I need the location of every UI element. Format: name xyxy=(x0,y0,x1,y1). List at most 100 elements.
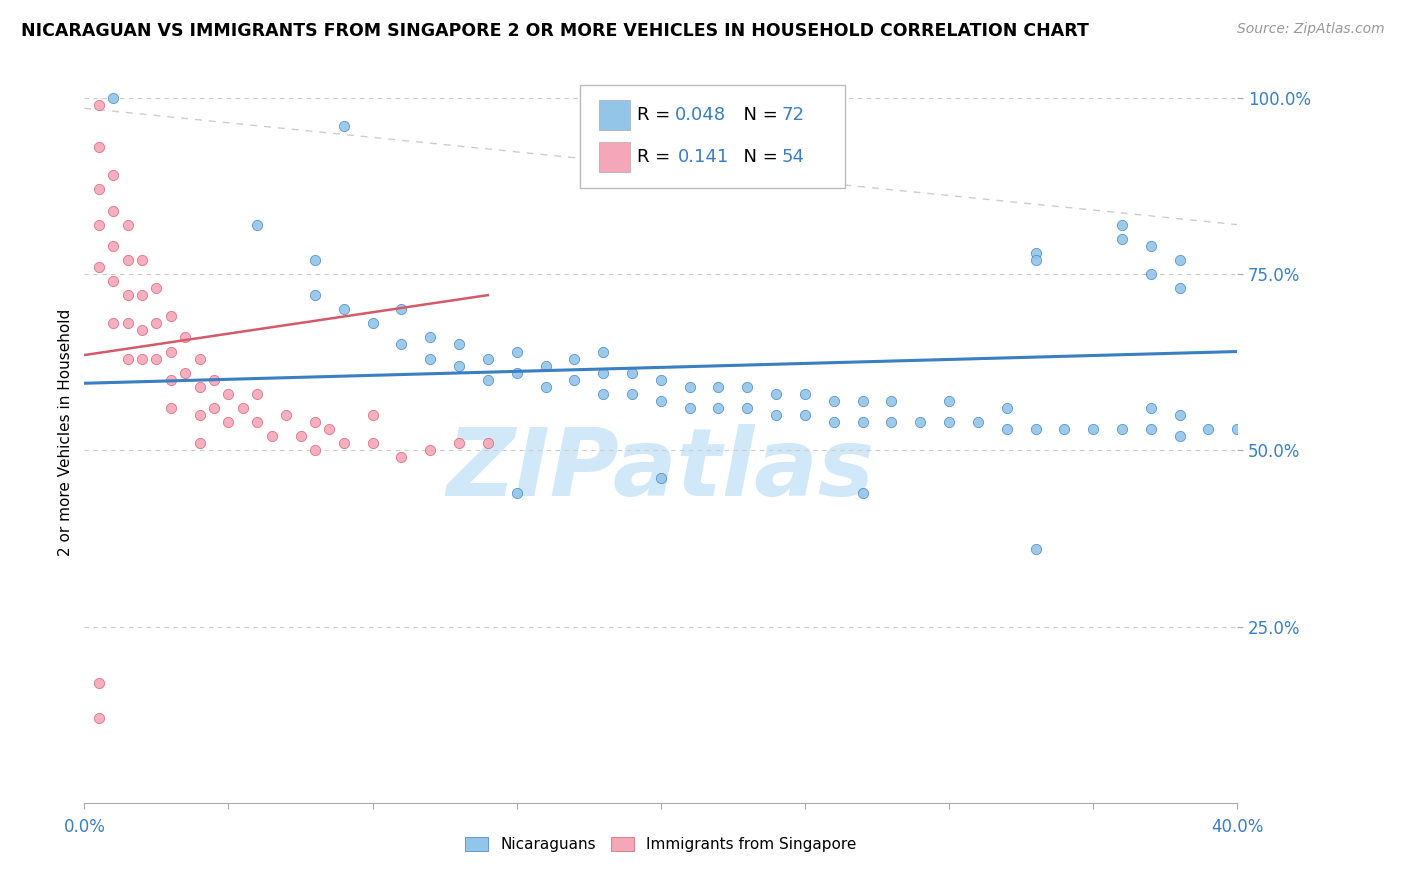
Point xyxy=(534,359,557,373)
Point xyxy=(592,387,614,401)
Point xyxy=(131,351,153,366)
Point xyxy=(202,401,225,415)
Point xyxy=(160,344,183,359)
Point xyxy=(621,366,644,380)
FancyBboxPatch shape xyxy=(599,143,630,172)
Point xyxy=(1111,422,1133,436)
Point xyxy=(506,344,529,359)
Text: 72: 72 xyxy=(782,106,804,124)
Point xyxy=(391,302,413,317)
Point xyxy=(117,351,139,366)
Point xyxy=(967,415,990,429)
Point xyxy=(304,415,326,429)
Point xyxy=(1198,422,1220,436)
Point xyxy=(304,252,326,267)
Point xyxy=(995,401,1018,415)
Point xyxy=(318,422,340,436)
Point xyxy=(823,393,845,408)
Point xyxy=(103,203,124,218)
Point xyxy=(188,380,211,394)
Text: 0.048: 0.048 xyxy=(675,106,725,124)
Point xyxy=(246,415,269,429)
Point xyxy=(145,351,167,366)
Text: R =: R = xyxy=(637,148,682,166)
Text: N =: N = xyxy=(733,148,783,166)
Point xyxy=(333,436,356,450)
Point xyxy=(333,119,356,133)
Point xyxy=(1168,429,1191,443)
Point xyxy=(1025,245,1047,260)
Point xyxy=(564,373,586,387)
Point xyxy=(276,408,298,422)
Point xyxy=(188,408,211,422)
Point xyxy=(1140,239,1163,253)
Point xyxy=(679,380,702,394)
Point xyxy=(87,218,110,232)
Text: 40.0%: 40.0% xyxy=(1211,819,1264,837)
Point xyxy=(361,436,384,450)
Point xyxy=(477,351,499,366)
Point xyxy=(188,351,211,366)
Legend: Nicaraguans, Immigrants from Singapore: Nicaraguans, Immigrants from Singapore xyxy=(458,830,863,858)
Point xyxy=(160,373,183,387)
Point xyxy=(650,373,672,387)
Text: R =: R = xyxy=(637,106,676,124)
Point xyxy=(188,436,211,450)
Point xyxy=(880,393,903,408)
Point xyxy=(1168,408,1191,422)
Point xyxy=(87,260,110,274)
Point xyxy=(707,401,730,415)
Point xyxy=(218,415,240,429)
Point xyxy=(1025,422,1047,436)
Point xyxy=(419,330,441,344)
Point xyxy=(391,337,413,351)
Point xyxy=(534,380,557,394)
Point xyxy=(910,415,932,429)
FancyBboxPatch shape xyxy=(581,85,845,188)
Point xyxy=(650,393,672,408)
Point xyxy=(765,408,787,422)
Point xyxy=(737,401,759,415)
Point xyxy=(174,330,197,344)
Point xyxy=(391,450,413,465)
Point xyxy=(117,288,139,302)
Point xyxy=(145,281,167,295)
Point xyxy=(737,380,759,394)
Point xyxy=(995,422,1018,436)
Point xyxy=(765,387,787,401)
Point xyxy=(707,380,730,394)
Point xyxy=(477,436,499,450)
Point xyxy=(1111,218,1133,232)
Point xyxy=(87,182,110,196)
Point xyxy=(131,288,153,302)
Point xyxy=(1083,422,1105,436)
Text: 54: 54 xyxy=(782,148,804,166)
Point xyxy=(880,415,903,429)
Text: ZIPatlas: ZIPatlas xyxy=(447,424,875,516)
Point xyxy=(361,316,384,330)
Point xyxy=(1111,232,1133,246)
Point xyxy=(1025,252,1047,267)
Text: Source: ZipAtlas.com: Source: ZipAtlas.com xyxy=(1237,22,1385,37)
Point xyxy=(103,91,124,105)
Point xyxy=(938,415,960,429)
Point xyxy=(449,436,471,450)
Text: N =: N = xyxy=(733,106,783,124)
Point xyxy=(361,408,384,422)
Point xyxy=(1140,401,1163,415)
Point xyxy=(852,393,875,408)
Point xyxy=(823,415,845,429)
Point xyxy=(103,274,124,288)
Point xyxy=(794,408,817,422)
Text: 0.0%: 0.0% xyxy=(63,819,105,837)
Point xyxy=(232,401,254,415)
Point xyxy=(117,316,139,330)
Point xyxy=(87,676,110,690)
Point xyxy=(131,252,153,267)
Point xyxy=(852,485,875,500)
Point xyxy=(103,239,124,253)
Point xyxy=(333,302,356,317)
Point xyxy=(852,415,875,429)
Point xyxy=(174,366,197,380)
Point xyxy=(419,443,441,458)
